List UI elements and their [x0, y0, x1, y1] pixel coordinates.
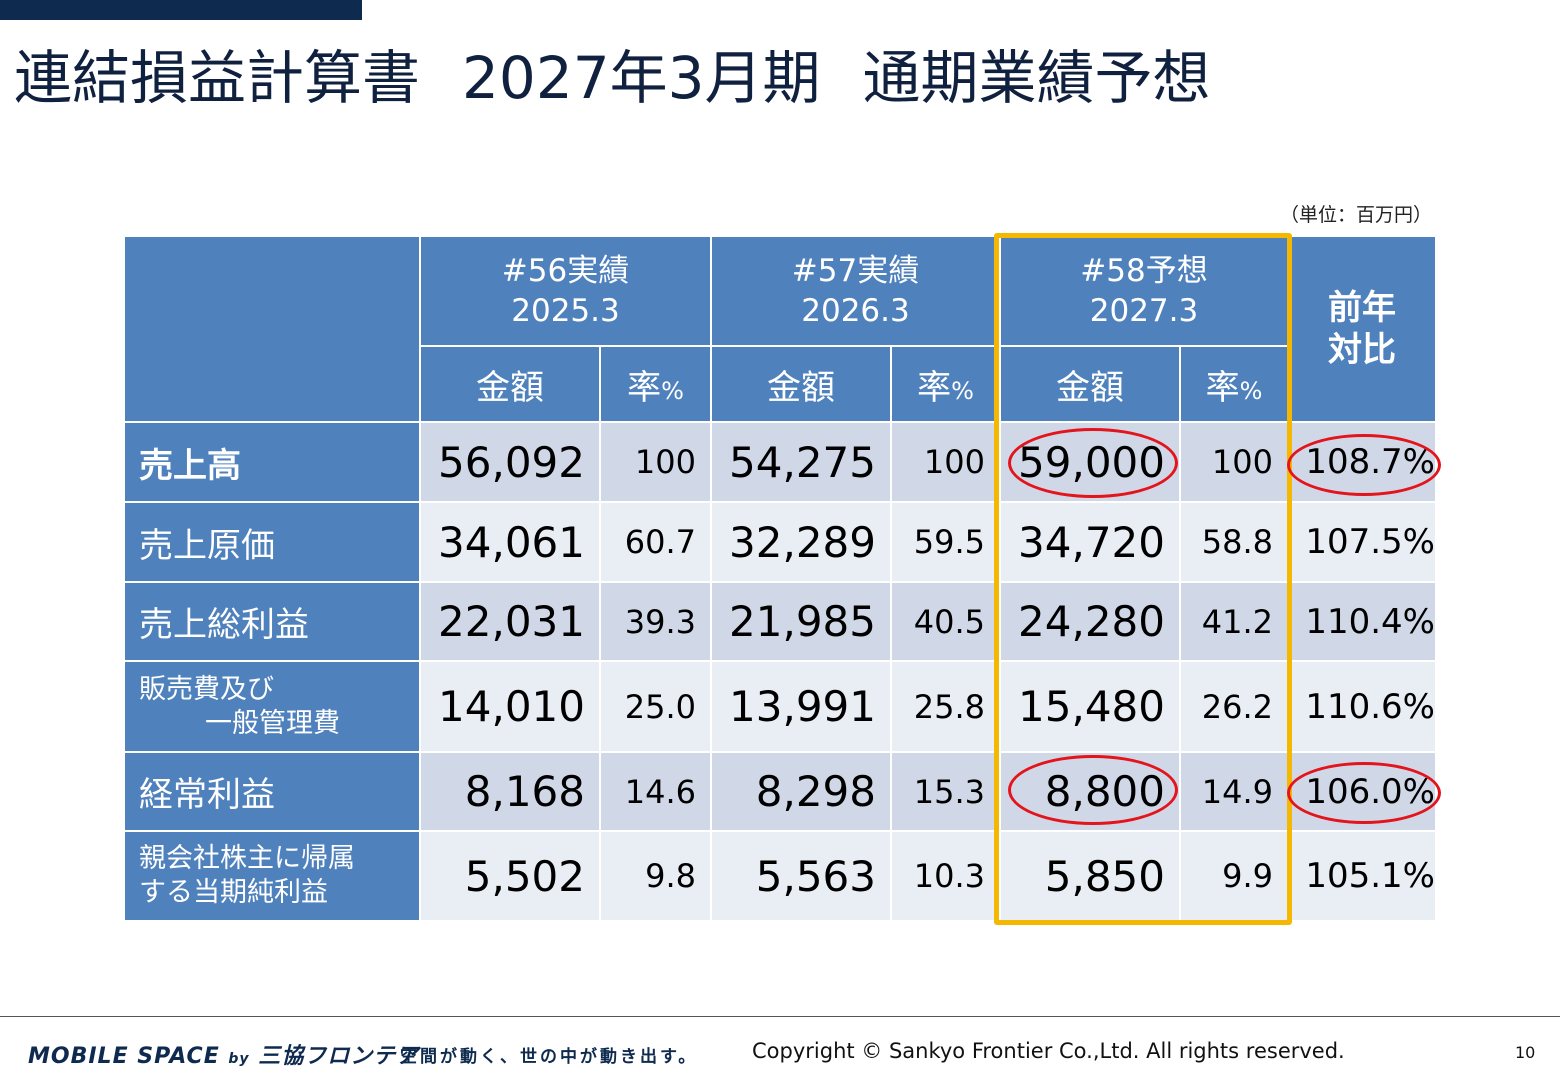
row-label-line1: 親会社株主に帰属	[139, 843, 355, 874]
rate-56: 14.6	[599, 751, 712, 832]
forecast-column-highlight	[994, 233, 1292, 925]
amount-57: 21,985	[710, 581, 892, 662]
title-statement: 連結損益計算書	[14, 44, 421, 112]
amount-56: 56,092	[419, 421, 601, 503]
rate-header-label: 率	[627, 367, 662, 408]
rate-header-label: 率	[917, 367, 952, 408]
rate-58: 100	[1179, 421, 1289, 503]
unit-note: （単位：百万円）	[1279, 204, 1432, 226]
amount-57: 54,275	[710, 421, 892, 503]
rate-57: 59.5	[890, 501, 1001, 583]
table-row: 売上原価 34,061 60.7 32,289 59.5 34,720 58.8…	[123, 501, 1437, 583]
rate-58: 58.8	[1179, 501, 1289, 583]
header-yoy: 前年 対比	[1287, 235, 1437, 423]
rate-unit: %	[1239, 376, 1263, 405]
rate-header: 率%	[599, 345, 712, 423]
sales-forecast-circle	[1008, 428, 1178, 498]
amount-58: 15,480	[999, 660, 1181, 753]
amount-57: 32,289	[710, 501, 892, 583]
rate-57: 15.3	[890, 751, 1001, 832]
period-date: 2026.3	[801, 293, 910, 329]
row-label-line2: 一般管理費	[205, 707, 340, 739]
amount-57: 13,991	[710, 660, 892, 753]
rate-header: 率%	[890, 345, 1001, 423]
yoy-value: 107.5%	[1287, 501, 1437, 583]
ordinary-profit-yoy-circle	[1287, 762, 1441, 824]
rate-56: 39.3	[599, 581, 712, 662]
rate-57: 100	[890, 421, 1001, 503]
title-period: 2027年3月期	[462, 44, 821, 112]
copyright-text: Copyright © Sankyo Frontier Co.,Ltd. All…	[752, 1039, 1345, 1063]
rate-56: 100	[599, 421, 712, 503]
sales-yoy-circle	[1287, 434, 1441, 496]
row-label-cost-of-sales: 売上原価	[123, 501, 421, 583]
brand-company: 三協フロンテア	[258, 1044, 420, 1069]
header-corner	[123, 235, 421, 423]
amount-57: 8,298	[710, 751, 892, 832]
amount-header: 金額	[419, 345, 601, 423]
rate-56: 60.7	[599, 501, 712, 583]
row-label-gross-profit: 売上総利益	[123, 581, 421, 662]
brand-by: by	[228, 1051, 250, 1067]
row-label-line1: 販売費及び	[139, 673, 274, 705]
rate-58: 14.9	[1179, 751, 1289, 832]
table-row: 親会社株主に帰属 する当期純利益 5,502 9.8 5,563 10.3 5,…	[123, 830, 1437, 922]
amount-58: 24,280	[999, 581, 1181, 662]
period-label: #56実績	[501, 253, 630, 289]
rate-57: 10.3	[890, 830, 1001, 922]
amount-56: 34,061	[419, 501, 601, 583]
table-row: 売上総利益 22,031 39.3 21,985 40.5 24,280 41.…	[123, 581, 1437, 662]
top-accent-bar	[0, 0, 362, 20]
brand-logo: MOBILE SPACE by 三協フロンテア	[28, 1038, 419, 1070]
rate-header-label: 率	[1205, 367, 1240, 408]
period-label: #57実績	[791, 253, 920, 289]
amount-header: 金額	[999, 345, 1181, 423]
rate-57: 40.5	[890, 581, 1001, 662]
title-forecast: 通期業績予想	[862, 44, 1211, 112]
rate-56: 25.0	[599, 660, 712, 753]
page-number: 10	[1515, 1043, 1536, 1062]
rate-56: 9.8	[599, 830, 712, 922]
header-period-57: #57実績 2026.3	[710, 235, 1001, 347]
income-statement-table: #56実績 2025.3 #57実績 2026.3 #58予想 2027.3 前…	[123, 235, 1437, 922]
yoy-value: 105.1%	[1287, 830, 1437, 922]
amount-56: 14,010	[419, 660, 601, 753]
table-row: 販売費及び 一般管理費 14,010 25.0 13,991 25.8 15,4…	[123, 660, 1437, 753]
amount-58: 34,720	[999, 501, 1181, 583]
ordinary-profit-forecast-circle	[1008, 755, 1178, 825]
period-date: 2027.3	[1089, 293, 1199, 329]
row-label-line2: する当期純利益	[139, 877, 328, 908]
amount-56: 5,502	[419, 830, 601, 922]
row-label-net-income: 親会社株主に帰属 する当期純利益	[123, 830, 421, 922]
rate-unit: %	[951, 376, 974, 405]
header-period-58: #58予想 2027.3	[999, 235, 1289, 347]
rate-57: 25.8	[890, 660, 1001, 753]
yoy-value: 110.4%	[1287, 581, 1437, 662]
rate-unit: %	[661, 376, 684, 405]
yoy-header-line1: 前年	[1328, 288, 1396, 328]
amount-57: 5,563	[710, 830, 892, 922]
row-label-ordinary-profit: 経常利益	[123, 751, 421, 832]
period-date: 2025.3	[511, 293, 620, 329]
yoy-value: 110.6%	[1287, 660, 1437, 753]
rate-58: 41.2	[1179, 581, 1289, 662]
amount-header: 金額	[710, 345, 892, 423]
brand-name: MOBILE SPACE	[28, 1044, 220, 1069]
rate-58: 9.9	[1179, 830, 1289, 922]
header-period-56: #56実績 2025.3	[419, 235, 712, 347]
period-label: #58予想	[1080, 253, 1208, 289]
footer-divider	[0, 1016, 1560, 1017]
row-label-sga: 販売費及び 一般管理費	[123, 660, 421, 753]
footer-tagline: 空間が動く、世の中が動き出す。	[400, 1047, 699, 1067]
page-title: 連結損益計算書 2027年3月期 通期業績予想	[14, 38, 1253, 118]
amount-56: 22,031	[419, 581, 601, 662]
yoy-header-line2: 対比	[1328, 330, 1396, 370]
amount-56: 8,168	[419, 751, 601, 832]
row-label-net-sales: 売上高	[123, 421, 421, 503]
